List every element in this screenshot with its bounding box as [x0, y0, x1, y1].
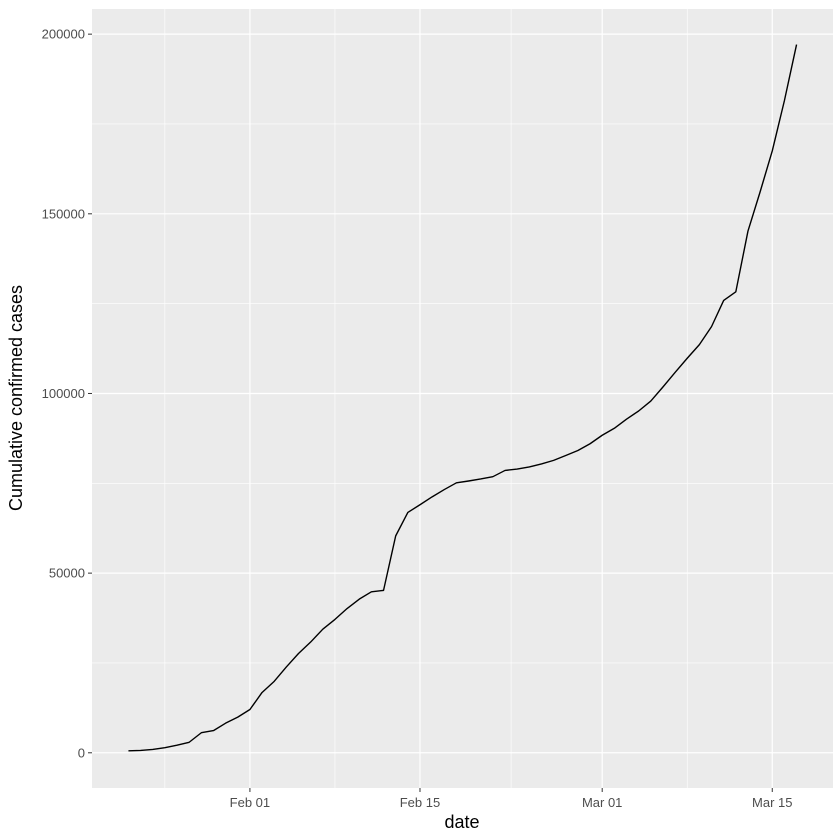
major-gridlines [92, 9, 833, 788]
y-tick-label: 200000 [42, 27, 85, 42]
y-tick-label: 0 [78, 745, 85, 760]
series-line [128, 44, 798, 752]
y-axis: 0 50000 100000 150000 200000 [42, 27, 92, 760]
plot-panel [92, 9, 833, 788]
x-tick-label: Feb 01 [230, 795, 270, 810]
y-tick-label: 50000 [49, 566, 85, 581]
x-tick-label: Mar 15 [752, 795, 792, 810]
x-tick-label: Feb 15 [400, 795, 440, 810]
minor-gridlines [92, 9, 833, 788]
y-tick-label: 150000 [42, 206, 85, 221]
y-tick-label: 100000 [42, 386, 85, 401]
series-layer [128, 44, 798, 752]
x-axis: Feb 01 Feb 15 Mar 01 Mar 15 [230, 788, 792, 810]
x-axis-title: date [444, 812, 479, 832]
x-tick-label: Mar 01 [582, 795, 622, 810]
y-axis-title: Cumulative confirmed cases [6, 285, 26, 511]
